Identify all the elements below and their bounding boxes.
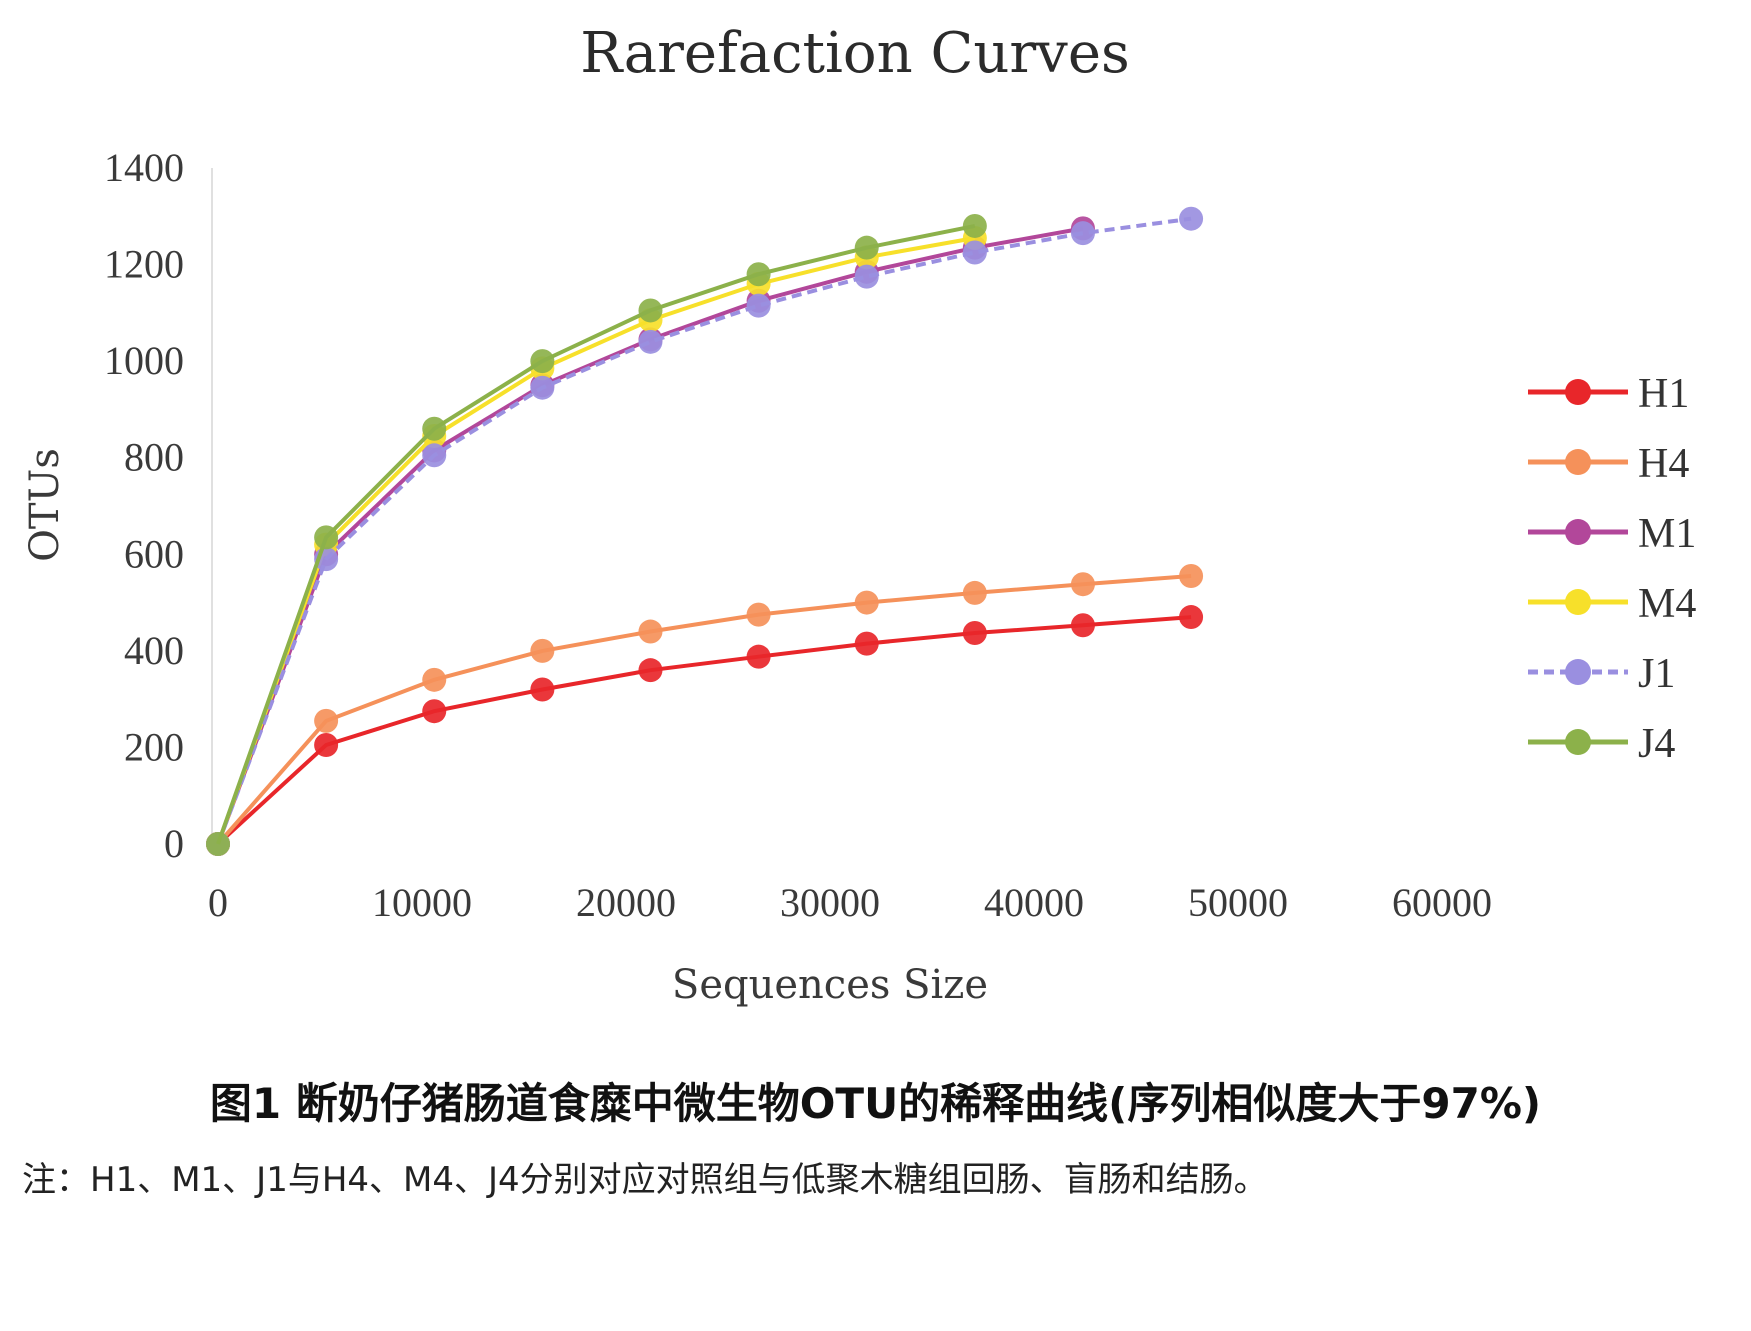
legend-label: J4 — [1638, 721, 1675, 767]
data-point — [962, 620, 987, 645]
legend: H1 H4 M1 M4 J1 J4 — [1528, 371, 1696, 767]
series-line-h4 — [216, 574, 1192, 846]
chart-title: Rarefaction Curves — [580, 21, 1129, 86]
data-point — [962, 240, 987, 265]
y-tick-label: 1400 — [104, 145, 184, 190]
y-tick-label: 1200 — [104, 242, 184, 287]
y-axis-label: OTUs — [22, 448, 68, 562]
data-point — [314, 708, 339, 733]
data-point — [854, 235, 879, 260]
legend-swatch-marker — [1565, 659, 1591, 685]
series-line-j1 — [216, 216, 1192, 845]
figure-caption: 图1 断奶仔猪肠道食糜中微生物OTU的稀释曲线(序列相似度大于97%) — [209, 1079, 1542, 1128]
data-point — [638, 298, 663, 323]
x-tick-label: 60000 — [1392, 880, 1492, 925]
x-tick-label: 0 — [208, 880, 228, 925]
data-point — [638, 329, 663, 354]
rarefaction-chart: Rarefaction Curves 0 200 400 600 800 1000 1200… — [22, 21, 1696, 1008]
data-point — [746, 644, 771, 669]
data-point — [530, 677, 555, 702]
data-point — [1179, 206, 1204, 231]
legend-item-j1: J1 — [1528, 651, 1675, 697]
data-point — [638, 658, 663, 683]
data-point — [746, 262, 771, 287]
y-tick-label: 0 — [164, 821, 184, 866]
series-line-h1 — [216, 615, 1192, 846]
series-h1 — [206, 605, 1204, 856]
y-tick-label: 600 — [124, 531, 184, 576]
legend-label: H4 — [1638, 441, 1689, 487]
x-tick-labels: 0 10000 20000 30000 40000 50000 60000 — [208, 880, 1492, 925]
series-line-m4 — [216, 236, 976, 845]
legend-swatch-marker — [1565, 379, 1591, 405]
series-h4 — [206, 564, 1204, 856]
data-point — [206, 832, 230, 856]
series-line-j4 — [216, 223, 976, 845]
data-point — [962, 213, 987, 238]
data-point — [1179, 564, 1204, 589]
data-point — [1070, 572, 1095, 597]
legend-item-h4: H4 — [1528, 441, 1689, 487]
data-point — [530, 375, 555, 400]
data-point — [1179, 605, 1204, 630]
data-point — [422, 443, 447, 468]
y-tick-labels: 0 200 400 600 800 1000 1200 1400 — [104, 145, 184, 866]
legend-swatch-marker — [1565, 589, 1591, 615]
data-point — [854, 590, 879, 615]
legend-label: M1 — [1638, 511, 1696, 557]
data-point — [422, 667, 447, 692]
legend-item-h1: H1 — [1528, 371, 1689, 417]
legend-item-m4: M4 — [1528, 581, 1696, 627]
y-tick-label: 200 — [124, 724, 184, 769]
x-tick-label: 10000 — [372, 880, 472, 925]
data-point — [530, 349, 555, 374]
x-tick-label: 40000 — [984, 880, 1084, 925]
data-point — [638, 619, 663, 644]
legend-label: H1 — [1638, 371, 1689, 417]
data-point — [854, 631, 879, 656]
x-tick-label: 30000 — [780, 880, 880, 925]
data-point — [530, 638, 555, 663]
data-point — [422, 416, 447, 441]
data-point — [314, 733, 339, 758]
series-j1 — [206, 206, 1204, 856]
data-point — [1070, 613, 1095, 638]
legend-swatch-marker — [1565, 519, 1591, 545]
data-point — [746, 602, 771, 627]
legend-item-j4: J4 — [1528, 721, 1675, 767]
legend-label: J1 — [1638, 651, 1675, 697]
data-point — [746, 293, 771, 318]
data-point — [314, 525, 339, 550]
data-point — [1070, 221, 1095, 246]
figure-note: 注：H1、M1、J1与H4、M4、J4分别对应对照组与低聚木糖组回肠、盲肠和结肠… — [22, 1160, 1268, 1200]
legend-swatch-marker — [1565, 449, 1591, 475]
data-point — [854, 264, 879, 289]
x-tick-label: 50000 — [1188, 880, 1288, 925]
series-j4 — [206, 213, 987, 856]
data-point — [422, 699, 447, 724]
legend-label: M4 — [1638, 581, 1696, 627]
x-axis-label: Sequences Size — [672, 962, 988, 1008]
x-tick-label: 20000 — [576, 880, 676, 925]
y-tick-label: 400 — [124, 628, 184, 673]
data-point — [962, 580, 987, 605]
series-layer — [206, 206, 1204, 856]
legend-swatch-marker — [1565, 729, 1591, 755]
y-tick-label: 1000 — [104, 338, 184, 383]
legend-item-m1: M1 — [1528, 511, 1696, 557]
y-tick-label: 800 — [124, 435, 184, 480]
